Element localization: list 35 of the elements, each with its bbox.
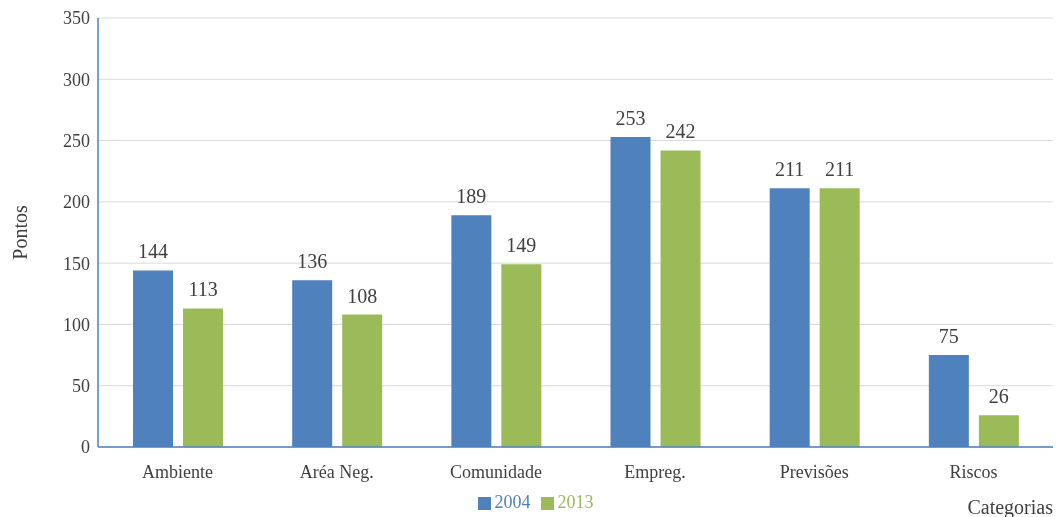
data-label: 242 [665, 120, 696, 143]
y-tick-label: 300 [63, 69, 90, 90]
data-label: 211 [825, 158, 855, 181]
legend-label: 2004 [494, 492, 531, 512]
bar [660, 150, 701, 447]
x-tick-label: Empreg. [624, 461, 686, 482]
x-tick-label: Riscos [949, 461, 998, 482]
data-label: 75 [938, 325, 959, 348]
y-tick-label: 100 [63, 314, 90, 335]
x-tick-label: Ambiente [142, 461, 214, 482]
bar [501, 264, 542, 447]
y-tick-label: 350 [63, 8, 90, 29]
data-label: 113 [188, 278, 218, 301]
y-tick-label: 200 [63, 192, 90, 213]
legend-label: 2013 [557, 492, 594, 512]
bar [819, 188, 860, 447]
y-tick-label: 250 [63, 130, 90, 151]
x-tick-label: Aréa Neg. [299, 461, 374, 482]
y-axis-title: Pontos [9, 205, 32, 260]
data-label: 144 [138, 240, 169, 263]
bar [183, 308, 224, 447]
data-label: 149 [506, 234, 537, 257]
x-tick-label: Comunidade [449, 461, 542, 482]
y-tick-label: 150 [63, 253, 90, 274]
data-label: 211 [775, 158, 805, 181]
bar [978, 415, 1019, 447]
data-label: 108 [347, 284, 378, 307]
y-tick-label: 0 [81, 437, 90, 458]
data-label: 136 [297, 250, 328, 273]
bar [342, 314, 383, 447]
data-label: 26 [988, 385, 1009, 408]
x-tick-label: Previsões [779, 461, 849, 482]
y-tick-label: 50 [72, 376, 90, 397]
data-label: 253 [615, 106, 646, 129]
data-label: 189 [456, 185, 487, 208]
